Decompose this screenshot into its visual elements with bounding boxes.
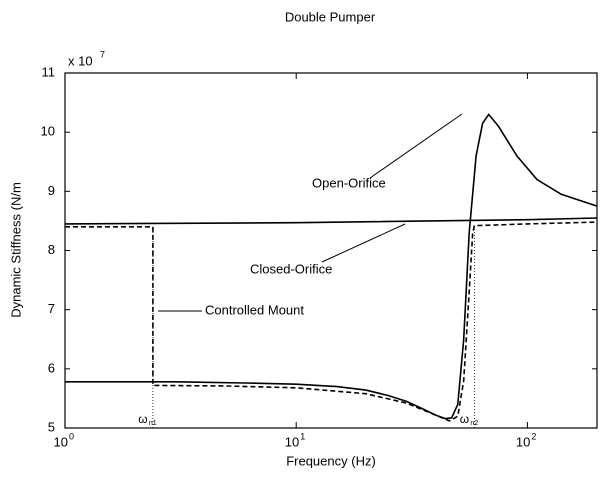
y-multiplier-exp: 7: [100, 49, 105, 59]
chart-title: Double Pumper: [285, 9, 376, 24]
x-tick-exp: 2: [531, 431, 536, 441]
x-tick-label: 10: [516, 434, 530, 449]
y-tick-label: 6: [48, 360, 55, 375]
annotation: Controlled Mount: [205, 302, 304, 317]
x-tick-exp: 0: [69, 431, 74, 441]
y-multiplier: x 10: [68, 53, 93, 68]
y-tick-label: 9: [48, 183, 55, 198]
y-tick-label: 10: [41, 124, 55, 139]
leader-line: [369, 113, 463, 179]
marker-label: ω: [138, 412, 147, 426]
x-axis-label: Frequency (Hz): [286, 453, 376, 468]
series-line: [64, 217, 598, 225]
y-tick-label: 5: [48, 419, 55, 434]
plot-frame: [64, 72, 598, 429]
x-tick-label: 10: [54, 434, 68, 449]
x-tick-exp: 1: [300, 431, 305, 441]
annotation: Closed-Orifice: [250, 261, 332, 276]
y-tick-label: 11: [42, 64, 56, 79]
y-axis-label: Dynamic Stiffness (N/m: [8, 182, 23, 318]
annotation: Open-Orifice: [312, 175, 386, 190]
leader-line: [321, 223, 406, 263]
x-tick-label: 10: [285, 434, 299, 449]
series-line: [65, 221, 598, 422]
marker-label: ω: [460, 412, 469, 426]
marker-sub: n2: [470, 420, 478, 427]
y-tick-label: 7: [48, 301, 55, 316]
marker-sub: n1: [149, 420, 157, 427]
y-tick-label: 8: [48, 242, 55, 257]
series-line: [65, 113, 598, 420]
